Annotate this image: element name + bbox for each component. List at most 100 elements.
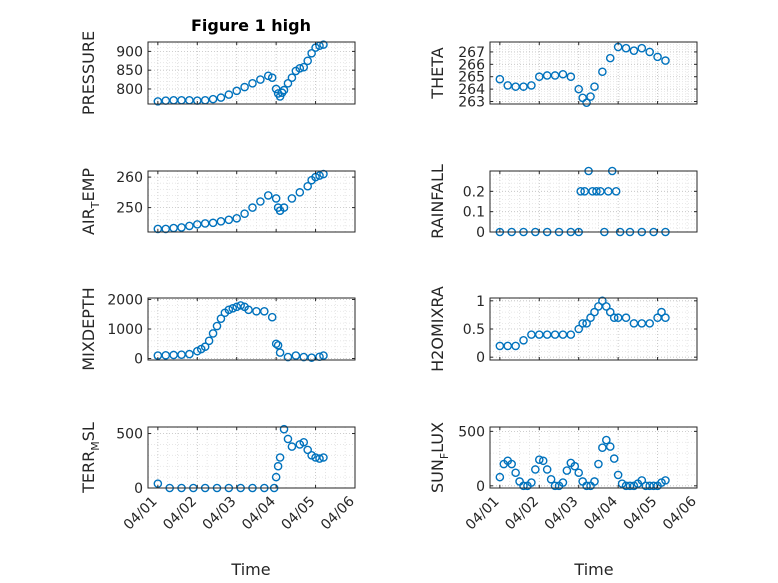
data-point (273, 461, 283, 471)
data-point (546, 474, 556, 484)
data-point (578, 319, 587, 328)
data-point (287, 194, 297, 203)
y-tick-label: 500 (116, 427, 143, 443)
y-axis-label: PRESSURE (79, 31, 98, 115)
data-point (582, 481, 591, 491)
data-point (495, 74, 505, 84)
data-point (661, 56, 670, 65)
data-point (232, 86, 242, 96)
data-point (299, 62, 309, 72)
x-tick-label: 04/04 (581, 493, 621, 533)
data-point (248, 203, 257, 212)
data-point (287, 73, 297, 82)
data-point (570, 461, 580, 471)
data-point (161, 224, 171, 234)
data-point (503, 81, 513, 90)
data-point (621, 313, 631, 323)
y-tick-label: 500 (458, 424, 485, 440)
data-point (315, 171, 324, 180)
x-tick-label: 04/06 (318, 493, 358, 533)
y-tick-label: 1 (476, 294, 485, 310)
data-point (586, 92, 595, 101)
data-point (177, 350, 186, 359)
data-point (208, 94, 218, 104)
axes-background (148, 427, 355, 488)
axes-background (148, 171, 355, 232)
data-point (590, 307, 599, 317)
data-point (582, 98, 591, 108)
y-axis-label: MIXDEPTH (79, 287, 98, 370)
data-point (609, 313, 619, 323)
data-point (236, 301, 245, 310)
data-point (566, 72, 576, 82)
x-axis-label-left: Time (230, 560, 270, 579)
data-point (611, 187, 621, 196)
data-point (527, 81, 536, 90)
y-tick-label: 0.1 (463, 205, 485, 221)
data-point (527, 478, 536, 487)
axes-box (147, 170, 356, 233)
data-point (271, 472, 281, 482)
data-point (153, 97, 163, 106)
y-tick-label: 0 (476, 479, 485, 495)
data-point (519, 82, 528, 91)
data-point (566, 330, 576, 339)
data-point (279, 85, 289, 95)
data-point (629, 46, 639, 55)
subplot-sun-flux: 0 500 04/01 04/02 04/03 04/04 04/05 04/06 SUNFLU… (428, 422, 700, 533)
data-point (204, 336, 214, 346)
data-point (661, 476, 670, 485)
data-point (185, 349, 194, 359)
data-point (657, 307, 666, 317)
data-point (602, 435, 611, 445)
x-tick-label: 04/02 (160, 494, 200, 534)
y-tick-label: 266 (458, 57, 485, 73)
data-point (319, 40, 328, 49)
x-tick-label: 04/05 (279, 494, 319, 534)
data-point (534, 72, 544, 82)
data-point (271, 194, 281, 203)
data-point (315, 454, 324, 463)
data-point (267, 73, 277, 82)
y-axis-label: THETA (428, 47, 447, 99)
subplot-rainfall: 0 0.1 0.2 RAINFALL (428, 164, 698, 241)
data-point (307, 48, 316, 58)
data-point (576, 187, 585, 196)
axes-background (490, 298, 697, 360)
data-point (248, 79, 257, 88)
data-point (550, 71, 560, 80)
data-point (511, 341, 520, 351)
axes-background (148, 42, 355, 104)
axes-box (489, 41, 698, 105)
data-point (574, 84, 584, 94)
data-point (271, 84, 281, 94)
data-point (558, 69, 568, 79)
y-tick-label: 900 (116, 44, 143, 60)
y-tick-label: 265 (458, 70, 485, 86)
data-point (279, 203, 289, 212)
data-point (558, 478, 568, 487)
data-point (562, 466, 572, 475)
data-point (590, 82, 599, 91)
data-point (550, 481, 560, 491)
data-point (605, 442, 615, 451)
y-tick-label: 0 (134, 352, 143, 368)
data-point (598, 296, 607, 306)
data-point (303, 56, 312, 66)
data-point (653, 52, 662, 62)
data-point (574, 324, 584, 334)
data-point (216, 93, 226, 102)
data-point (511, 468, 520, 478)
x-tick-label: 04/04 (239, 493, 279, 533)
y-tick-label: 0.2 (463, 184, 485, 200)
data-point (208, 218, 218, 228)
x-tick-label: 04/03 (200, 494, 240, 534)
data-point (185, 221, 194, 231)
x-tick-label: 04/02 (502, 494, 542, 534)
data-point (200, 342, 210, 352)
axes-box (147, 41, 356, 105)
data-point (200, 219, 210, 228)
y-tick-label: 0 (476, 350, 485, 366)
